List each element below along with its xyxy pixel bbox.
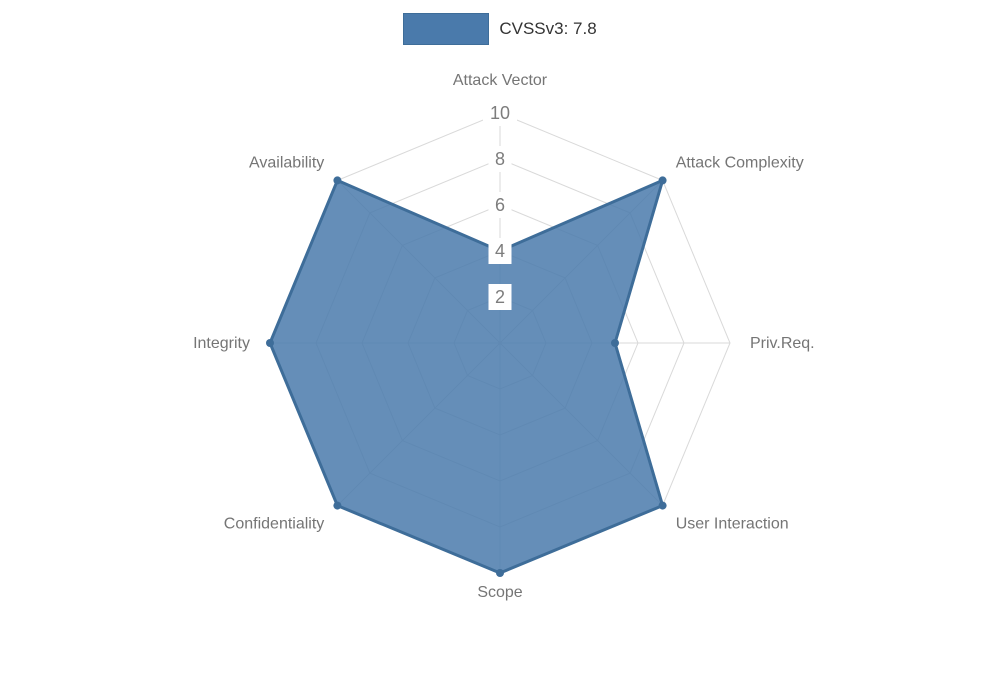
data-point[interactable]	[266, 339, 274, 347]
data-point[interactable]	[611, 339, 619, 347]
tick-label: 10	[490, 103, 510, 123]
axis-label: Priv.Req.	[750, 335, 815, 352]
tick-label: 6	[495, 195, 505, 215]
axis-label: User Interaction	[676, 516, 789, 533]
tick-backdrop	[488, 284, 512, 310]
data-point[interactable]	[496, 569, 504, 577]
tick-label: 4	[495, 241, 505, 261]
legend-item-cvssv3[interactable]: CVSSv3: 7.8	[403, 13, 597, 45]
axis-label: Attack Complexity	[676, 154, 804, 171]
axis-label: Integrity	[193, 335, 250, 352]
tick-backdrop	[488, 192, 512, 218]
axis-label: Confidentiality	[224, 516, 325, 533]
data-point[interactable]	[658, 501, 667, 510]
tick-backdrop	[483, 100, 517, 126]
data-point[interactable]	[658, 176, 667, 185]
data-polygon	[268, 178, 665, 575]
tick-label: 2	[495, 287, 505, 307]
axis-label: Availability	[249, 154, 324, 171]
tick-backdrop	[488, 146, 512, 172]
legend-label: CVSSv3: 7.8	[499, 19, 597, 38]
tick-backdrop	[488, 238, 512, 264]
tick-label: 8	[495, 149, 505, 169]
data-point[interactable]	[333, 501, 342, 510]
data-point[interactable]	[333, 176, 342, 185]
legend-swatch	[403, 13, 490, 45]
chart-legend: CVSSv3: 7.8	[0, 13, 1000, 45]
axis-label: Attack Vector	[453, 72, 548, 89]
axis-label: Scope	[477, 584, 522, 601]
